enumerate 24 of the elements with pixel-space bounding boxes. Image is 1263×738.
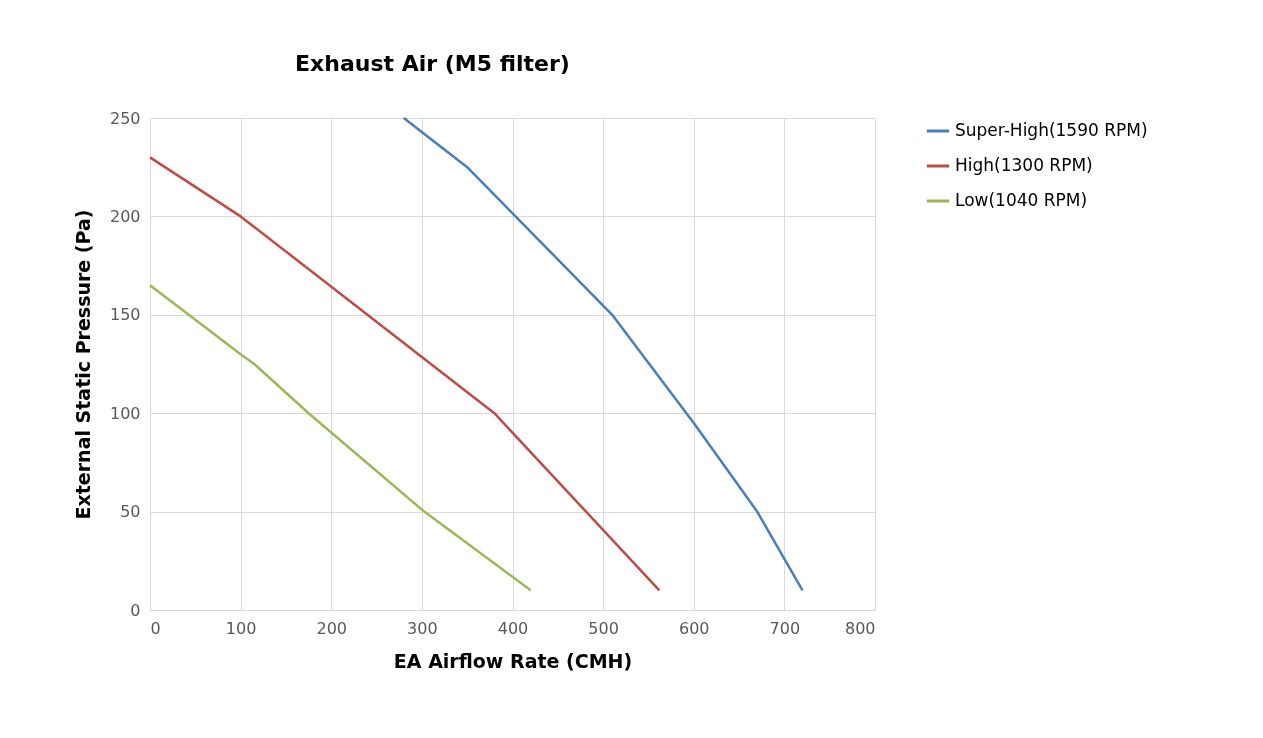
line-series xyxy=(402,116,804,592)
x-tick-label: 200 xyxy=(316,618,348,638)
x-tick-label: 100 xyxy=(225,618,257,638)
x-tick-label: 700 xyxy=(769,618,801,638)
y-axis-title: External Static Pressure (Pa) xyxy=(71,209,94,520)
x-tick-label: 400 xyxy=(497,618,529,638)
x-axis-title: EA Airflow Rate (CMH) xyxy=(393,649,633,672)
y-tick-label: 250 xyxy=(109,108,141,128)
y-tick-label: 0 xyxy=(130,600,141,620)
x-tick-label: 600 xyxy=(678,618,710,638)
legend-label: Super-High(1590 RPM) xyxy=(955,120,1148,140)
y-tick-label: 200 xyxy=(109,206,141,226)
x-tick-label: 800 xyxy=(844,618,876,638)
chart-title: Exhaust Air (M5 filter) xyxy=(295,51,570,76)
line-series xyxy=(148,284,532,592)
y-tick-label: 100 xyxy=(109,403,141,423)
y-tick-label: 150 xyxy=(109,305,141,325)
y-tick-label: 50 xyxy=(120,502,141,522)
legend-label: High(1300 RPM) xyxy=(955,155,1093,175)
x-tick-label: 300 xyxy=(407,618,438,638)
legend-label: Low(1040 RPM) xyxy=(955,190,1088,210)
line-series xyxy=(148,156,661,592)
x-tick-label: 0 xyxy=(150,618,161,638)
x-tick-label: 500 xyxy=(588,618,619,638)
